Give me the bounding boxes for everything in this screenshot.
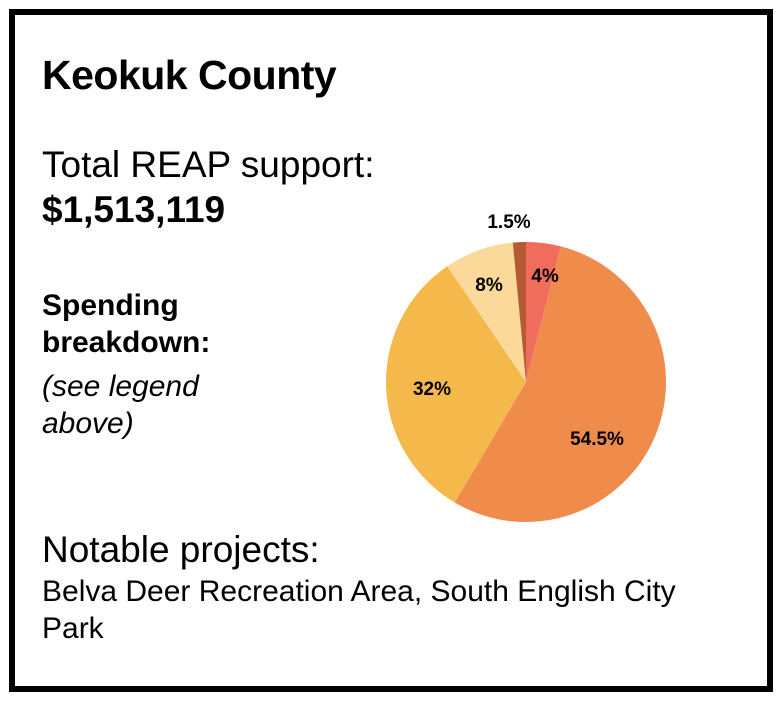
pie-slice-5 bbox=[512, 242, 526, 382]
pie-slice-4 bbox=[447, 242, 526, 382]
county-title: Keokuk County bbox=[42, 52, 337, 98]
pie-slice-2 bbox=[454, 246, 666, 522]
pie-slice-label-1: 4% bbox=[531, 266, 559, 287]
total-support-value: $1,513,119 bbox=[42, 189, 226, 230]
pie-slice-label-4: 8% bbox=[475, 275, 503, 296]
spending-breakdown-label: Spending breakdown: bbox=[42, 289, 211, 359]
pie-slice-1 bbox=[526, 242, 561, 382]
notable-projects-label: Notable projects: bbox=[42, 529, 320, 570]
spending-breakdown-note: (see legend above) bbox=[42, 370, 199, 440]
notable-projects-text: Belva Deer Recreation Area, South Englis… bbox=[42, 575, 676, 645]
pie-slice-label-3: 32% bbox=[413, 379, 451, 400]
pie-slice-3 bbox=[385, 266, 526, 503]
pie-slice-label-5: 1.5% bbox=[487, 212, 530, 233]
total-support-label: Total REAP support: bbox=[42, 144, 375, 185]
pie-slice-label-2: 54.5% bbox=[570, 429, 624, 450]
